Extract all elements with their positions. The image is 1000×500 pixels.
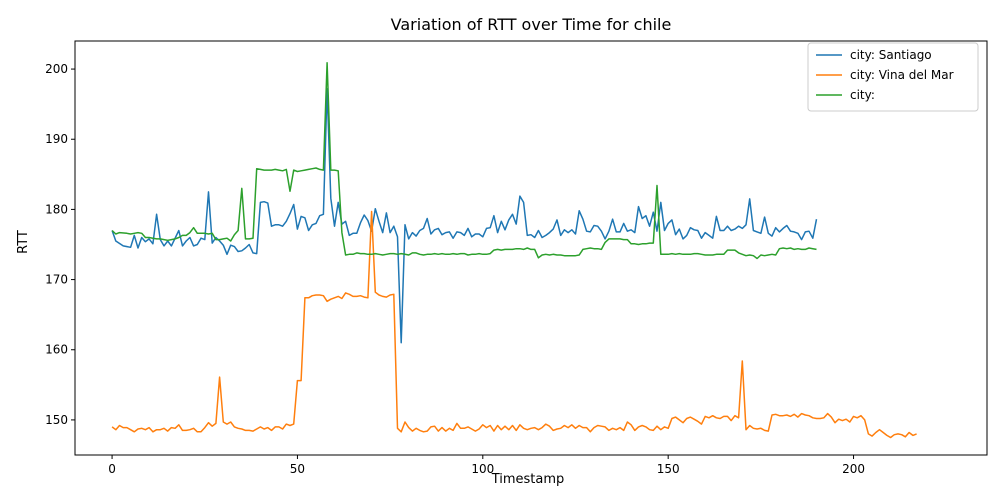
chart-title: Variation of RTT over Time for chile [391,15,672,34]
legend-label-2: city: Vina del Mar [850,68,954,82]
y-tick-label: 200 [45,62,68,76]
series-line-2 [111,210,917,439]
x-tick-label: 200 [842,462,865,476]
x-tick-label: 0 [108,462,116,476]
x-tick-label: 150 [657,462,680,476]
series-line-3 [111,62,817,260]
y-axis-label: RTT [16,230,31,254]
y-tick-label: 160 [45,343,68,357]
y-tick-label: 190 [45,132,68,146]
axis-ticks: 0 50 100 150 200 150 160 170 180 190 200 [45,62,865,476]
y-tick-label: 180 [45,202,68,216]
legend-box [807,42,979,112]
y-tick-label: 150 [45,413,68,427]
x-tick-label: 100 [471,462,494,476]
y-tick-label: 170 [45,273,68,287]
legend-label-1: city: Santiago [850,48,932,62]
plot-frame [74,40,988,456]
x-tick-label: 50 [290,462,305,476]
legend-label-3: city: [850,88,875,102]
plot-area [111,62,917,439]
legend: city: Santiago city: Vina del Mar city: [807,42,979,112]
series-line-1 [111,87,818,344]
x-axis-label: Timestamp [491,472,565,487]
